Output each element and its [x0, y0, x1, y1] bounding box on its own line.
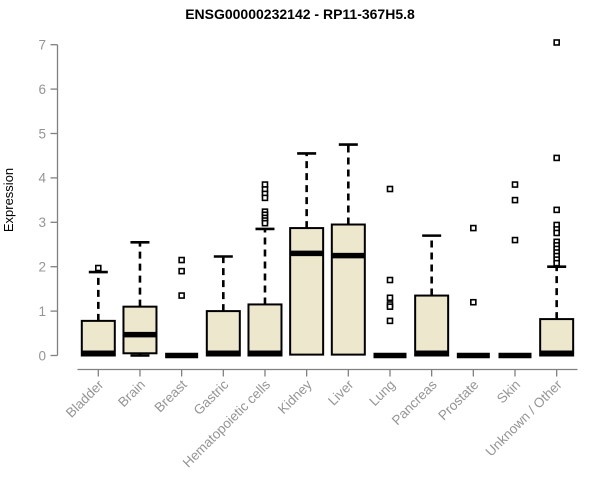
median-line [206, 350, 240, 357]
box-group-bladder [80, 264, 116, 357]
box-group-brain [122, 240, 158, 357]
box-rect [80, 319, 116, 357]
x-tick-label-brain: Brain [115, 377, 148, 410]
x-tick-label-unknown-other: Unknown / Other [483, 377, 566, 460]
outlier-point [178, 292, 185, 299]
box-rect [289, 227, 325, 356]
x-tick-label-lung: Lung [366, 377, 398, 409]
box-group-skin [498, 181, 532, 359]
median-line [498, 352, 532, 359]
box-group-breast [165, 256, 199, 359]
box-rect [330, 223, 366, 356]
box-group-hematopoietic-cells [247, 181, 283, 357]
x-tick-label-liver: Liver [325, 377, 357, 409]
box-rect [205, 310, 241, 357]
median-line [165, 352, 199, 359]
median-line [290, 250, 324, 257]
box-rect [247, 303, 283, 357]
outlier-point [386, 185, 394, 193]
outlier-point [511, 236, 519, 244]
outlier-point [553, 206, 560, 214]
outlier-point [386, 294, 394, 302]
x-tick-label-skin: Skin [494, 377, 523, 406]
y-tick-label: 6 [38, 82, 46, 97]
outlier-point [178, 256, 185, 264]
median-line [81, 350, 115, 357]
y-tick-label: 0 [38, 348, 46, 363]
box-group-gastric [205, 255, 241, 357]
median-line [331, 252, 365, 259]
y-tick-label: 3 [38, 215, 46, 230]
y-tick-label: 5 [38, 126, 46, 141]
median-line [456, 352, 490, 359]
boxes-group [80, 39, 575, 359]
outlier-point [553, 39, 560, 46]
box-rect [122, 305, 158, 355]
x-tick-label-bladder: Bladder [63, 377, 107, 421]
box-rect [414, 294, 450, 357]
box-group-pancreas [414, 234, 450, 357]
y-tick-label: 4 [38, 171, 46, 186]
median-line [123, 331, 157, 338]
box-rect [539, 318, 575, 357]
median-line [248, 350, 282, 357]
outlier-point [553, 154, 560, 162]
box-group-lung [373, 185, 407, 359]
y-axis-label: Expression [1, 168, 16, 232]
y-axis: 0 1 2 3 4 5 6 7 [38, 38, 59, 363]
outlier-point [511, 181, 519, 188]
box-group-liver [330, 143, 366, 356]
median-line [540, 350, 574, 357]
x-tick-label-gastric: Gastric [191, 377, 232, 418]
outlier-point [95, 264, 102, 272]
box-group-prostate [456, 224, 490, 359]
y-tick-label: 7 [38, 38, 46, 53]
outlier-point [470, 224, 477, 232]
outlier-point [386, 303, 394, 310]
outlier-point [553, 229, 560, 237]
box-group-kidney [289, 152, 325, 356]
outlier-point [261, 194, 269, 202]
chart-title: ENSG00000232142 - RP11-367H5.8 [185, 6, 415, 22]
x-tick-label-kidney: Kidney [275, 377, 315, 417]
x-tick-label-breast: Breast [152, 377, 190, 415]
outlier-point [178, 267, 185, 275]
outlier-point [386, 276, 394, 284]
outlier-point [511, 196, 519, 204]
outlier-point [261, 219, 269, 227]
x-tick-label-prostate: Prostate [435, 377, 481, 423]
median-line [415, 350, 449, 357]
x-tick-label-pancreas: Pancreas [389, 377, 440, 428]
outlier-point [386, 317, 394, 325]
y-tick-label: 1 [38, 304, 46, 319]
box-group-unknown-other [539, 39, 575, 357]
median-line [373, 352, 407, 359]
y-tick-label: 2 [38, 260, 46, 275]
outlier-point [470, 298, 477, 306]
outlier-point [553, 259, 560, 267]
